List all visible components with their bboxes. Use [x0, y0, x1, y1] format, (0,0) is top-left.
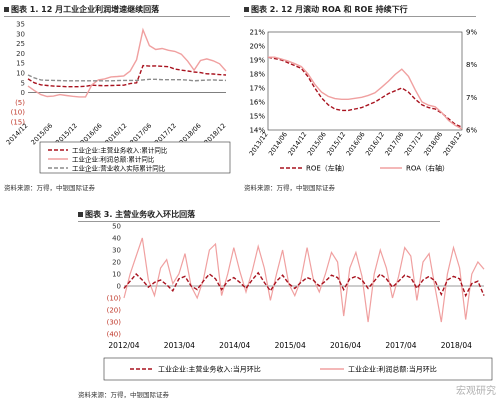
- chart3-series-line-1: [123, 237, 485, 323]
- chart2-title: 图表 2. 12 月滚动 ROA 和 ROE 持续下行: [244, 4, 408, 15]
- chart1-title-rule: [4, 16, 230, 17]
- chart1-y-tick-label: 10: [16, 70, 25, 78]
- chart1-y-tick-label: 5: [21, 79, 25, 87]
- chart3-y-tick-label: (20): [107, 307, 122, 315]
- chart2-y-tick-left: 20%: [249, 43, 265, 51]
- watermark-text: 宏观研究: [456, 386, 496, 397]
- chart1-y-tick-label: 20: [16, 50, 25, 58]
- chart3-x-ticks: 2012/04 2013/04 2014/04 2015/04 2016/04 2017/…: [108, 341, 472, 350]
- chart1-y-tick-label: 30: [16, 30, 25, 38]
- chart2-title-rule: [244, 16, 476, 17]
- chart3-y-tick-label: 50: [112, 223, 121, 231]
- chart1-title: 图表 1. 12 月工业企业利润增速继续回落: [4, 4, 159, 15]
- chart1-y-tick-label: 15: [16, 60, 25, 68]
- chart1-series-line-0: [27, 64, 227, 88]
- chart1-legend-label-0: 工业企业:主营业务收入:累计同比: [72, 146, 168, 155]
- chart3-x-tick-label: 2018/04: [441, 341, 472, 350]
- chart3-y-tick-label: (10): [107, 295, 122, 303]
- chart3-y-tick-label: 0: [117, 283, 121, 291]
- chart3-y-tick-label: (30): [107, 319, 122, 327]
- chart1-y-tick-label: (5): [15, 99, 25, 107]
- chart1-y-tick-label: 25: [16, 40, 25, 48]
- chart2-y-ticks-left: 21% 20% 19% 18% 17% 16% 15% 14%: [249, 29, 265, 135]
- chart3-series-line-0: [123, 271, 485, 298]
- chart3-legend: 工业企业:主营业务收入:当月环比 工业企业:利润总额:当月环比: [130, 365, 437, 374]
- chart2-y-tick-right: 8%: [466, 61, 477, 69]
- chart2-series-line-0: [267, 56, 463, 128]
- chart3-x-tick-label: 2016/04: [330, 341, 361, 350]
- chart1-series-line-1: [27, 27, 227, 98]
- chart2-y-tick-right: 7%: [466, 94, 477, 102]
- chart3-y-tick-label: 10: [112, 271, 121, 279]
- chart2-series-line-1: [268, 56, 463, 130]
- chart3-y-tick-label: 40: [112, 235, 121, 243]
- chart1-y-tick-label: 0: [21, 89, 25, 97]
- chart3-legend-label-1: 工业企业:利润总额:当月环比: [348, 365, 437, 374]
- chart2-legend-label-1: ROA（右轴）: [406, 164, 449, 173]
- chart3-y-tick-label: 20: [112, 259, 121, 267]
- chart3-y-tick-label: 30: [112, 247, 121, 255]
- chart3-legend-label-0: 工业企业:主营业务收入:当月环比: [158, 365, 261, 374]
- chart3-x-tick-label: 2015/04: [275, 341, 306, 350]
- chart3-y-tick-label: (40): [107, 331, 122, 339]
- chart1-source: 资料来源：万得，中银国际证券: [4, 184, 95, 192]
- chart3-y-ticks: 50 40 30 20 10 0 (10) (20) (30) (40): [107, 223, 122, 339]
- chart1-series: [27, 27, 227, 98]
- chart3-x-tick-label: 2014/04: [219, 341, 250, 350]
- chart3-x-tick-label: 2012/04: [108, 341, 139, 350]
- chart2-legend: ROE（左轴） ROA（右轴）: [280, 164, 449, 173]
- chart3-x-tick-label: 2017/04: [385, 341, 416, 350]
- chart2-y-tick-left: 17%: [249, 85, 265, 93]
- chart2-y-tick-left: 16%: [249, 99, 265, 107]
- chart3-title-rule: [78, 221, 440, 222]
- chart1-legend: 工业企业:主营业务收入:累计同比工业企业:利润总额:累计同比工业企业:营业收入实…: [48, 146, 168, 173]
- chart2-series: [267, 56, 463, 130]
- chart1-legend-label-2: 工业企业:营业收入实际累计同比: [72, 164, 166, 173]
- chart3-legend-box: [103, 357, 493, 381]
- chart2-y-ticks-right: 9% 8% 7% 6%: [466, 29, 477, 135]
- chart2-y-tick-left: 21%: [249, 29, 265, 37]
- chart2-y-tick-left: 18%: [249, 71, 265, 79]
- chart1-legend-label-1: 工业企业:利润总额:累计同比: [72, 155, 155, 164]
- chart3-x-tick-label: 2013/04: [164, 341, 195, 350]
- chart1-y-tick-label: 35: [16, 21, 25, 29]
- chart2-plot-frame: [267, 31, 463, 131]
- chart2-legend-label-0: ROE（左轴）: [306, 164, 349, 173]
- chart1-y-tick-label: (15): [11, 119, 26, 127]
- chart2-x-tick-label: 2018/12: [442, 131, 464, 158]
- chart2-y-tick-right: 9%: [466, 29, 477, 37]
- chart2: 21% 20% 19% 18% 17% 16% 15% 14% 9% 8% 7% 6% 2013/1…: [248, 29, 478, 173]
- chart2-y-tick-right: 6%: [466, 127, 477, 135]
- chart3-series: [123, 237, 485, 323]
- chart3-title: 图表 3. 主营业务收入环比回落: [78, 209, 195, 220]
- chart2-x-ticks: 2013/122014/062014/122015/062015/122016/…: [248, 131, 464, 158]
- chart3: 50 40 30 20 10 0 (10) (20) (30) (40) 2012/04 2013/…: [103, 223, 493, 381]
- chart1-series-line-2: [27, 74, 227, 82]
- chart2-source: 资料来源：万得，中银国际证券: [244, 184, 335, 192]
- chart3-source: 资料来源：万得，中银国际证券: [78, 391, 169, 399]
- chart2-y-tick-left: 14%: [249, 127, 265, 135]
- chart1-y-tick-label: (10): [11, 109, 26, 117]
- chart1-legend-box: [39, 141, 231, 174]
- chart2-y-tick-left: 19%: [249, 57, 265, 65]
- chart2-y-tick-left: 15%: [249, 113, 265, 121]
